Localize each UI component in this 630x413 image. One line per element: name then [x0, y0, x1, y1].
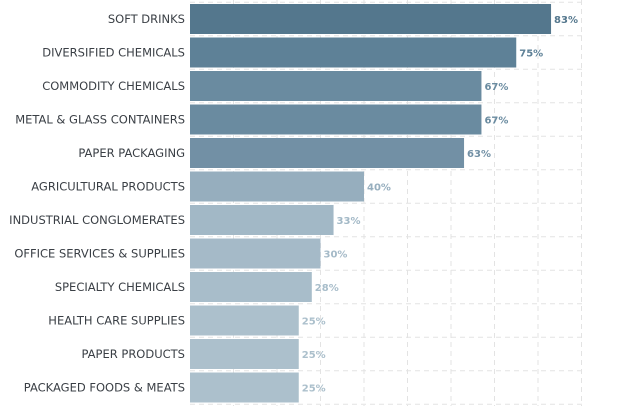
value-label: 25%: [302, 350, 326, 361]
category-label: OFFICE SERVICES & SUPPLIES: [14, 247, 185, 261]
category-label: SPECIALTY CHEMICALS: [55, 280, 185, 294]
category-label: COMMODITY CHEMICALS: [42, 79, 185, 93]
bars: [190, 4, 552, 403]
category-labels: SOFT DRINKS DIVERSIFIED CHEMICALS COMMODIT…: [9, 12, 185, 395]
bar-4: [190, 104, 482, 135]
bar-11: [190, 339, 299, 369]
bar-12: [190, 372, 299, 403]
category-label: PAPER PACKAGING: [78, 146, 185, 160]
bar-1: [190, 4, 552, 34]
value-label: 33%: [337, 216, 361, 227]
category-label: PAPER PRODUCTS: [81, 347, 185, 361]
value-label: 67%: [484, 82, 508, 93]
category-label: AGRICULTURAL PRODUCTS: [31, 180, 185, 194]
category-label: PACKAGED FOODS & MEATS: [24, 381, 185, 395]
category-label: SOFT DRINKS: [108, 12, 185, 26]
value-label: 28%: [315, 283, 339, 294]
value-label: 83%: [554, 15, 578, 26]
bar-6: [190, 171, 364, 202]
bar-5: [190, 138, 465, 168]
gridlines: [190, 0, 585, 406]
bar-3: [190, 71, 482, 101]
bar-8: [190, 238, 321, 269]
bar-10: [190, 305, 299, 336]
value-label: 67%: [484, 116, 508, 127]
bar-7: [190, 205, 334, 235]
value-labels: 83% 75% 67% 67% 63% 40% 33% 30% 28% 25% 25% 25%: [302, 15, 578, 395]
category-label: METAL & GLASS CONTAINERS: [15, 113, 185, 127]
bar-9: [190, 272, 312, 302]
category-label: DIVERSIFIED CHEMICALS: [42, 46, 185, 60]
category-label: HEALTH CARE SUPPLIES: [48, 314, 185, 328]
category-label: INDUSTRIAL CONGLOMERATES: [9, 213, 185, 227]
value-label: 75%: [519, 49, 543, 60]
value-label: 63%: [467, 149, 491, 160]
value-label: 40%: [367, 183, 391, 194]
bar-2: [190, 37, 517, 68]
value-label: 30%: [324, 250, 348, 261]
value-label: 25%: [302, 384, 326, 395]
value-label: 25%: [302, 317, 326, 328]
